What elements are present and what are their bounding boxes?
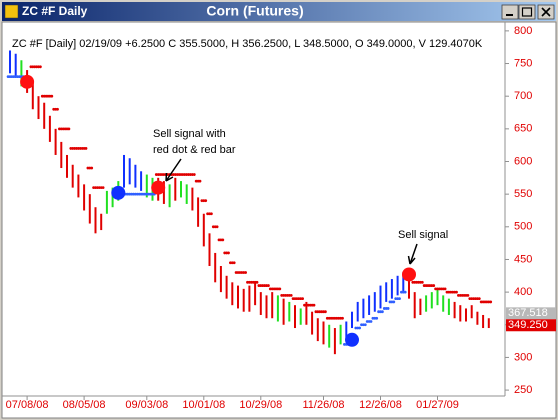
y-tick-label: 650 — [514, 123, 532, 135]
y-tick-label: 700 — [514, 90, 532, 102]
signal-dot — [345, 332, 359, 347]
signal-dot — [402, 267, 416, 282]
maximize-button[interactable] — [518, 4, 536, 20]
stop-dot — [39, 65, 42, 69]
stop-dot — [381, 310, 384, 314]
x-tick-label: 10/29/08 — [239, 399, 282, 411]
stop-dot — [432, 284, 436, 287]
stop-dot — [398, 297, 401, 301]
stop-dot — [198, 179, 202, 183]
stop-dot — [232, 261, 236, 265]
chart-area — [1, 21, 557, 419]
plot: 25030035040045050055060065070075080007/0… — [6, 25, 533, 411]
stop-dot — [267, 284, 270, 287]
stop-dot — [341, 316, 344, 320]
stop-dot — [244, 271, 248, 274]
y-tick-label: 550 — [514, 188, 532, 200]
stop-dot — [358, 326, 361, 330]
stop-dot — [363, 323, 367, 327]
annotation: red dot & red bar — [153, 144, 236, 156]
y-tick-label: 750 — [514, 57, 532, 69]
signal-dot — [151, 180, 166, 195]
window-icon — [4, 4, 19, 19]
stop-dot — [50, 94, 54, 98]
stop-dot — [84, 147, 88, 150]
title-bar — [2, 2, 556, 21]
x-tick-label: 01/27/09 — [416, 399, 459, 411]
signal-dot — [20, 74, 35, 89]
annotation: Sell signal with — [153, 128, 226, 140]
price-label: 349.250 — [508, 319, 548, 331]
annotation-arrow — [165, 158, 182, 182]
y-tick-label: 300 — [514, 351, 532, 363]
stop-dot — [289, 293, 293, 297]
stop-dot — [466, 293, 470, 297]
stop-dot — [477, 297, 481, 301]
stop-dot — [215, 225, 219, 229]
price-label-box — [506, 319, 556, 332]
annotation-arrow — [407, 243, 418, 265]
minimize-button[interactable] — [501, 4, 519, 20]
stop-dot — [375, 316, 379, 320]
x-tick-label: 10/01/08 — [182, 399, 225, 411]
stop-dot — [56, 107, 59, 111]
window-buttons[interactable] — [501, 4, 555, 20]
signal-dot — [111, 185, 126, 200]
close-icon — [541, 7, 551, 17]
stop-dot — [443, 287, 447, 291]
stop-dot — [255, 280, 259, 284]
stop-dot — [301, 297, 304, 301]
stop-dot — [227, 251, 230, 255]
chart-subtitle: ZC #F [Daily] 02/19/09 +6.2500 C 355.500… — [12, 38, 483, 50]
stop-dot — [101, 186, 105, 190]
stop-dot — [67, 127, 71, 131]
x-tick-label: 07/08/08 — [6, 399, 49, 411]
y-tick-label: 450 — [514, 253, 532, 265]
x-tick-label: 08/05/08 — [63, 399, 106, 411]
stop-dot — [369, 320, 373, 323]
maximize-icon — [521, 7, 533, 17]
stop-dot — [403, 290, 407, 294]
stop-dot — [278, 287, 282, 291]
stop-dot — [455, 290, 458, 294]
y-tick-label: 400 — [514, 286, 532, 298]
annotation: Sell signal — [398, 229, 448, 241]
chart-title: Corn (Futures) — [206, 3, 303, 19]
stop-dot — [386, 307, 390, 310]
stop-dot — [192, 173, 196, 176]
stop-dot — [489, 300, 493, 304]
x-tick-label: 09/03/08 — [125, 399, 168, 411]
y-tick-label: 600 — [514, 155, 532, 167]
stop-dot — [90, 166, 94, 170]
window-title: ZC #F Daily — [22, 4, 88, 18]
stop-dot — [210, 212, 213, 216]
stop-dot — [221, 238, 225, 242]
y-tick-label: 800 — [514, 25, 532, 37]
y-tick-label: 500 — [514, 221, 532, 233]
price-label-box — [506, 307, 556, 320]
x-tick-label: 11/26/08 — [302, 399, 344, 411]
price-label: 367.518 — [508, 307, 548, 319]
stop-dot — [392, 300, 396, 304]
stop-dot — [420, 280, 424, 284]
stop-dot — [324, 310, 327, 314]
x-tick-label: 12/26/08 — [359, 399, 402, 411]
y-tick-label: 250 — [514, 384, 532, 396]
stop-dot — [204, 199, 208, 203]
stop-dot — [312, 303, 316, 307]
